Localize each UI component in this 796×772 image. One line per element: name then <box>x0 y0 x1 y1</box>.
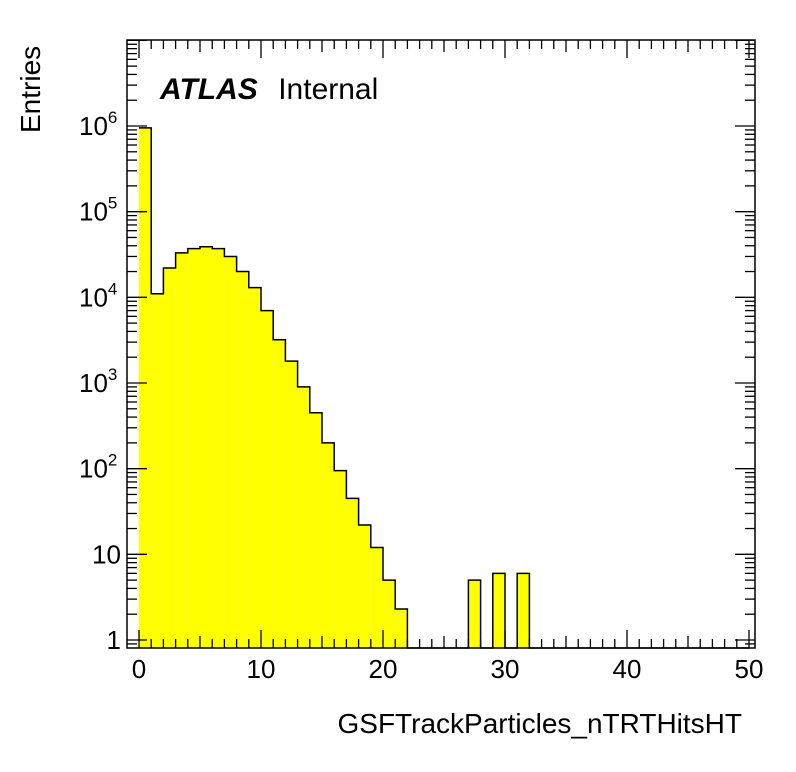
x-tick-label: 0 <box>132 654 146 684</box>
histogram-bar <box>297 386 310 648</box>
histogram-bar <box>273 339 286 648</box>
y-tick-label: 10 <box>92 539 121 569</box>
plot-frame <box>126 39 756 649</box>
histogram-bar <box>492 573 505 648</box>
y-axis-title: Entries <box>15 46 46 133</box>
x-tick-label: 30 <box>491 654 520 684</box>
x-axis-title: GSFTrackParticles_nTRTHitsHT <box>338 708 743 739</box>
x-tick-labels: 0 10 20 30 40 50 <box>132 654 764 684</box>
histogram-bar <box>395 609 408 648</box>
histogram-bar <box>236 271 249 648</box>
y-tick-label: 105 <box>79 194 117 227</box>
histogram-bar <box>358 524 371 648</box>
histogram-bar <box>346 498 359 648</box>
atlas-label-bold: ATLAS <box>159 73 258 106</box>
histogram-bar <box>261 310 274 648</box>
histogram-bar <box>285 361 298 648</box>
histogram-bar <box>309 412 322 648</box>
atlas-label: ATLAS Internal <box>159 73 378 106</box>
atlas-label-text: Internal <box>278 73 378 106</box>
histogram-bar <box>139 127 152 649</box>
histogram-bar <box>334 470 347 648</box>
histogram-bar <box>468 580 481 648</box>
axis-ticks <box>127 39 755 648</box>
histogram-bar <box>370 547 383 648</box>
histogram-bar <box>163 267 176 648</box>
histogram-bar <box>322 442 335 648</box>
y-tick-label: 106 <box>79 108 117 141</box>
histogram-bar <box>248 287 261 648</box>
y-tick-label: 103 <box>79 365 117 398</box>
y-tick-label: 104 <box>79 279 117 312</box>
histogram-bar <box>187 248 200 648</box>
histogram-bar <box>151 293 164 648</box>
histogram-bars <box>139 127 749 649</box>
y-tick-labels: 1 10 102 103 104 105 106 <box>79 108 121 655</box>
x-tick-label: 20 <box>369 654 398 684</box>
histogram-bar <box>175 252 188 648</box>
histogram-bar <box>200 246 213 648</box>
x-tick-label: 50 <box>735 654 764 684</box>
x-tick-label: 40 <box>613 654 642 684</box>
histogram-bar <box>212 248 225 648</box>
histogram-bar <box>383 580 396 648</box>
histogram-bar <box>224 256 237 648</box>
x-tick-label: 10 <box>247 654 276 684</box>
y-tick-label: 102 <box>79 451 117 484</box>
histogram-bar <box>517 573 530 648</box>
y-tick-label: 1 <box>107 625 121 655</box>
